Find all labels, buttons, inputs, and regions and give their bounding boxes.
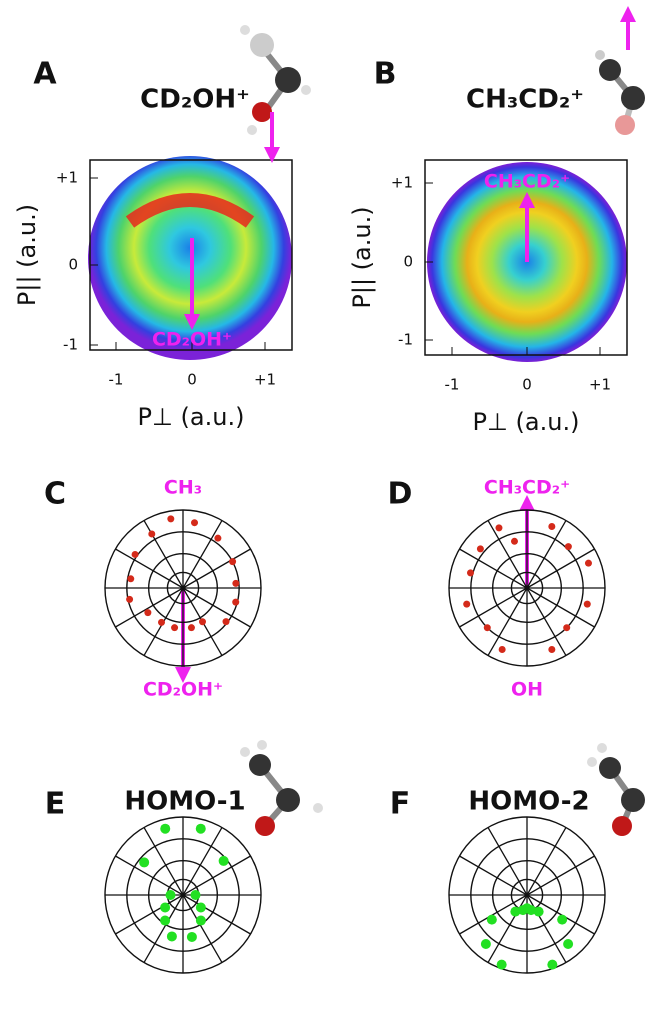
data-point xyxy=(563,939,573,949)
y-axis-label: P|| (a.u.) xyxy=(348,206,376,308)
annotation: CD₂OH⁺ xyxy=(152,329,232,351)
data-point xyxy=(497,960,507,970)
data-point xyxy=(196,824,206,834)
x-tick-label: +1 xyxy=(589,376,611,394)
annotation: CD₂OH⁺ xyxy=(143,679,223,701)
panel-label: A xyxy=(33,57,57,92)
data-point xyxy=(463,601,470,608)
polar-plot xyxy=(449,817,605,973)
molecule-f xyxy=(587,743,645,836)
x-tick-label: 0 xyxy=(187,371,197,389)
molecule-a xyxy=(240,25,311,155)
panel-title: HOMO-1 xyxy=(124,787,245,817)
data-point xyxy=(188,624,195,631)
data-point xyxy=(127,575,134,582)
x-tick-label: -1 xyxy=(445,376,460,394)
data-point xyxy=(585,560,592,567)
y-tick-label: 0 xyxy=(68,256,78,274)
data-point xyxy=(481,939,491,949)
data-point xyxy=(557,915,567,925)
data-point xyxy=(219,856,229,866)
panel-label: C xyxy=(44,477,66,512)
annotation: OH xyxy=(511,679,543,701)
polar-plot xyxy=(105,510,261,666)
data-point xyxy=(148,530,155,537)
x-tick-label: -1 xyxy=(109,371,124,389)
data-point xyxy=(232,580,239,587)
y-tick-label: 0 xyxy=(403,253,413,271)
data-point xyxy=(232,599,239,606)
data-point xyxy=(167,931,177,941)
data-point xyxy=(199,618,206,625)
data-point xyxy=(548,523,555,530)
data-point xyxy=(563,624,570,631)
data-point xyxy=(160,824,170,834)
data-point xyxy=(214,535,221,542)
data-point xyxy=(196,903,206,913)
figure: A CD₂OH⁺ +1 0 -1 -1 0 +1 P|| (a.u.) P⊥ (a.u.) CD₂O… xyxy=(0,0,663,1009)
data-point xyxy=(160,903,170,913)
molecule-e xyxy=(240,740,323,836)
y-tick-label: -1 xyxy=(398,331,413,349)
data-point xyxy=(499,646,506,653)
data-point xyxy=(187,932,197,942)
panel-label: F xyxy=(390,787,411,822)
data-point xyxy=(144,609,151,616)
data-point xyxy=(510,907,520,917)
data-point xyxy=(139,857,149,867)
data-point xyxy=(160,916,170,926)
annotation: CH₃CD₂⁺ xyxy=(484,477,570,499)
polar-plot xyxy=(105,817,261,973)
data-point xyxy=(166,890,176,900)
y-tick-label: -1 xyxy=(63,336,78,354)
annotation: CH₃ xyxy=(164,477,202,499)
panel-label: B xyxy=(374,57,397,92)
data-point xyxy=(223,618,230,625)
panel-label: E xyxy=(45,787,66,822)
y-tick-label: +1 xyxy=(56,169,78,187)
data-point xyxy=(565,543,572,550)
data-point xyxy=(196,916,206,926)
data-point xyxy=(487,915,497,925)
data-point xyxy=(132,551,139,558)
polar-plot xyxy=(449,510,605,666)
x-tick-label: +1 xyxy=(254,371,276,389)
panel-label: D xyxy=(388,477,413,512)
data-point xyxy=(477,545,484,552)
x-axis-label: P⊥ (a.u.) xyxy=(473,408,580,436)
data-point xyxy=(495,524,502,531)
data-point xyxy=(191,519,198,526)
data-point xyxy=(511,538,518,545)
data-point xyxy=(534,907,544,917)
panel-title: CH₃CD₂⁺ xyxy=(466,85,584,115)
panel-title: CD₂OH⁺ xyxy=(140,85,250,115)
data-point xyxy=(467,569,474,576)
molecule-b xyxy=(595,14,645,135)
panel-title: HOMO-2 xyxy=(468,787,589,817)
data-point xyxy=(229,558,236,565)
data-point xyxy=(584,601,591,608)
annotation: CH₃CD₂⁺ xyxy=(484,171,570,193)
data-point xyxy=(126,596,133,603)
data-point xyxy=(548,646,555,653)
y-tick-label: +1 xyxy=(391,174,413,192)
x-tick-label: 0 xyxy=(522,376,532,394)
data-point xyxy=(190,890,200,900)
data-point xyxy=(547,960,557,970)
data-point xyxy=(484,624,491,631)
data-point xyxy=(158,619,165,626)
data-point xyxy=(171,624,178,631)
data-point xyxy=(167,515,174,522)
x-axis-label: P⊥ (a.u.) xyxy=(138,403,245,431)
y-axis-label: P|| (a.u.) xyxy=(13,204,41,306)
